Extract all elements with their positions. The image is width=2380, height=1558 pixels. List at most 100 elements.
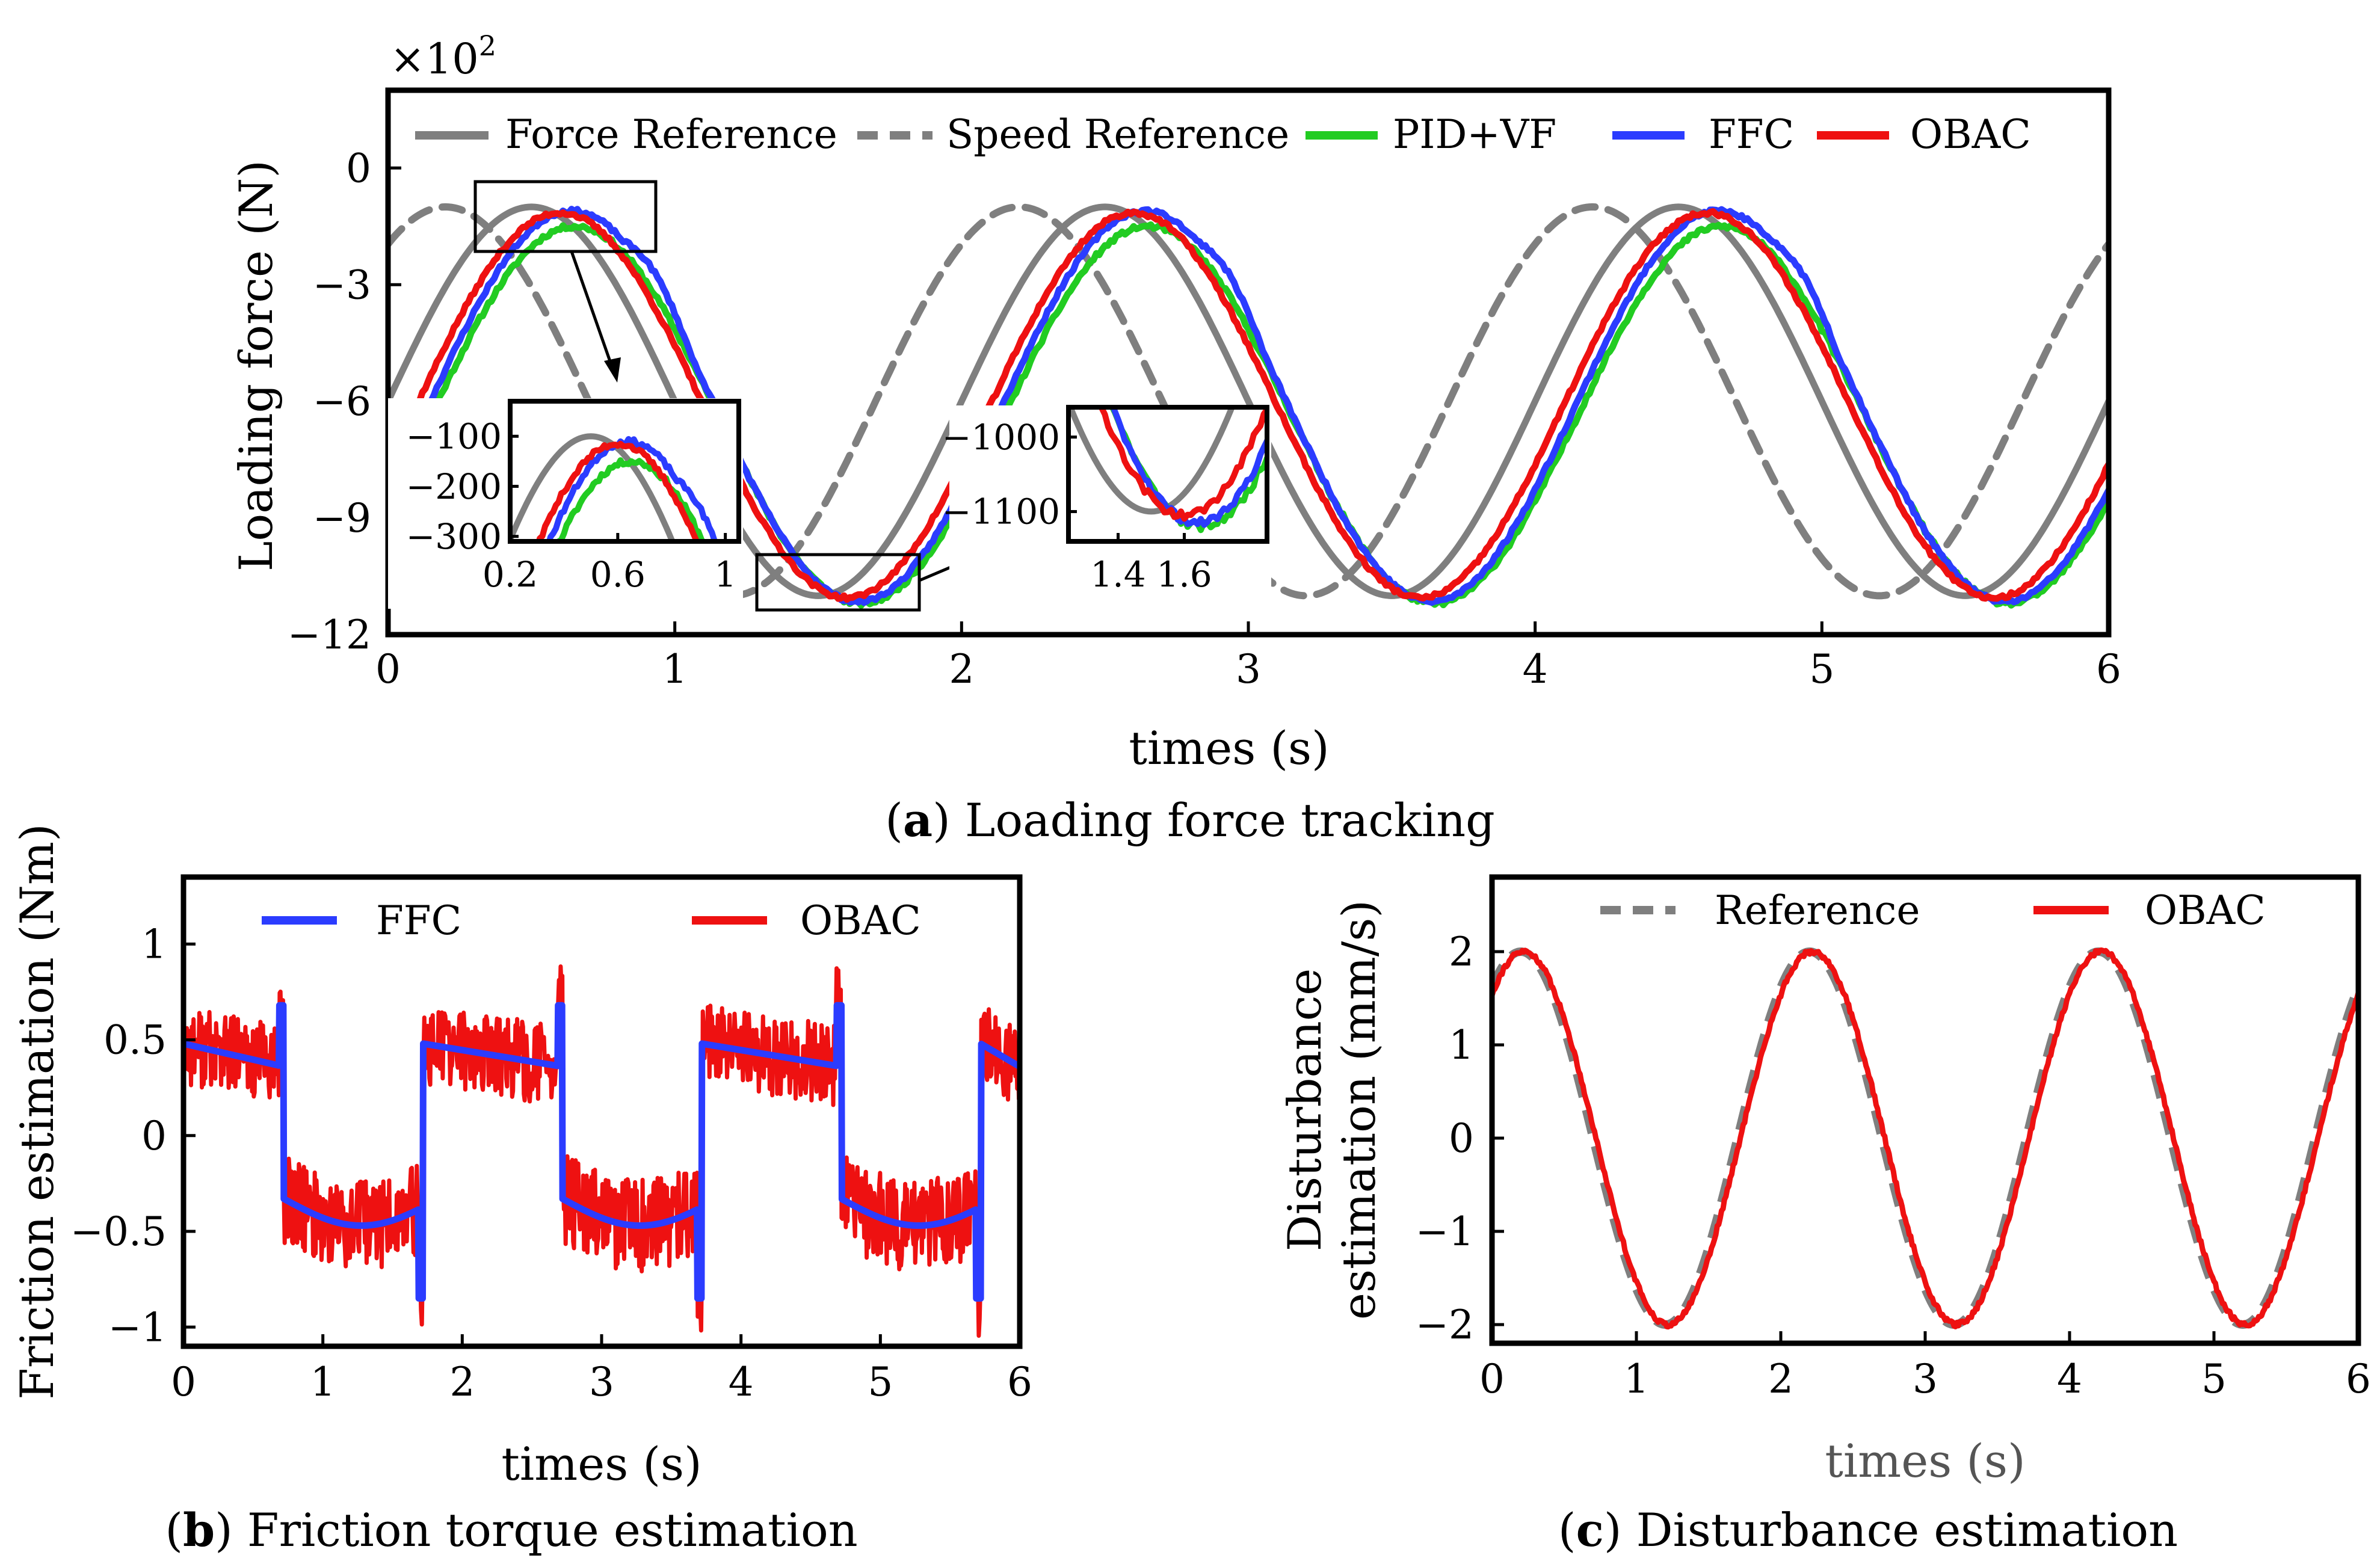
panel-a-xlabel: times (s) — [1129, 721, 1329, 775]
series-b-ffc — [183, 1002, 1020, 1302]
panel-b-xlabel: times (s) — [501, 1437, 701, 1491]
panel-b-ytick-label: 0.5 — [103, 1017, 167, 1064]
panel-c-ylabel-line1: Disturbance — [1278, 968, 1331, 1252]
panel-c-ytick-label: 2 — [1449, 929, 1474, 975]
panel-a-ytick-label: −12 — [288, 612, 371, 658]
panel-c-xtick-label: 6 — [2346, 1356, 2371, 1402]
zoom-arrow-peak-head — [604, 357, 621, 383]
inset-peak-ytick-label: −300 — [406, 516, 502, 557]
zoom-box-peak — [473, 180, 658, 253]
panel-c-xtick-label: 5 — [2201, 1356, 2227, 1402]
panel-b-xtick-label: 4 — [729, 1359, 754, 1405]
legend-a-force-ref-label: Force Reference — [505, 111, 837, 158]
panel-c-ytick-label: −2 — [1416, 1302, 1474, 1348]
panel-a-caption: (a) Loading force tracking — [885, 793, 1495, 847]
panel-a-xtick-label: 3 — [1236, 646, 1261, 692]
panel-c-xtick-label: 3 — [1913, 1356, 1938, 1402]
panel-c-xtick-label: 4 — [2057, 1356, 2082, 1402]
legend-b-ffc-label: FFC — [376, 898, 461, 944]
panel-a-xtick-label: 2 — [949, 646, 974, 692]
series-c-obac — [1492, 947, 2358, 1330]
legend-b-obac-label: OBAC — [800, 898, 921, 944]
zoom-box-trough — [755, 553, 921, 612]
inset-peak-pid-vf — [555, 457, 706, 541]
panel-a-ytick-label: −9 — [313, 495, 371, 541]
panel-b-ylabel: Friction estimation (Nm) — [10, 824, 64, 1399]
inset-trough-frame — [1066, 405, 1269, 544]
panel-b-frame — [180, 874, 1023, 1349]
inset-peak-xtick-label: 0.2 — [482, 554, 538, 595]
inset-peak-force-reference — [510, 433, 676, 541]
panel-c-xtick-label: 2 — [1768, 1356, 1793, 1402]
panel-b-xtick-label: 5 — [868, 1359, 893, 1405]
panel-c-ticks: 0 1 2 3 4 5 6 2 1 0 −1 −2 — [1416, 929, 2371, 1402]
zoom-arrow-peak — [570, 251, 614, 369]
panel-b-caption: (b) Friction torque estimation — [165, 1503, 857, 1557]
series-a-ffc — [388, 206, 2109, 606]
panel-b-ytick-label: 0 — [141, 1113, 167, 1159]
panel-a-ticks: 0 1 2 3 4 5 6 0 −3 −6 −9 −12 — [288, 145, 2121, 692]
inset-peak-series — [510, 433, 718, 541]
series-b-obac — [183, 964, 1020, 1338]
panel-a-exponent: ×102 — [390, 29, 496, 84]
legend-a-pid-label: PID+VF — [1393, 111, 1556, 158]
panel-a-xtick-label: 0 — [375, 646, 401, 692]
inset-trough-ffc — [1110, 407, 1267, 528]
series-a-pid-vf — [388, 221, 2109, 609]
inset-peak-ytick-label: −200 — [406, 466, 502, 507]
inset-trough-ytick-label: −1100 — [942, 491, 1060, 532]
panel-b-ytick-label: 1 — [141, 922, 167, 968]
panel-b-ticks: 0 1 2 3 4 5 6 1 0.5 0 −0.5 −1 — [70, 922, 1032, 1405]
panel-b-xtick-label: 3 — [589, 1359, 614, 1405]
panel-a-ytick-label: −3 — [313, 262, 371, 308]
panel-c-ytick-label: 0 — [1449, 1115, 1474, 1162]
panel-a: 0 1 2 3 4 5 6 0 −3 −6 −9 −12 ×102 Loading force (N)… — [229, 29, 2121, 847]
panel-a-ytick-label: 0 — [346, 145, 371, 191]
series-c-reference — [1492, 947, 2358, 1329]
panel-c-xlabel: times (s) — [1825, 1434, 2025, 1488]
panel-a-legend: Force Reference Speed Reference PID+VF F… — [415, 111, 2031, 158]
panel-b-ytick-label: −0.5 — [70, 1209, 167, 1255]
series-a-obac — [388, 208, 2109, 603]
panel-b-legend: FFC OBAC — [262, 898, 921, 944]
legend-a-ffc-label: FFC — [1709, 111, 1794, 158]
panel-c-ytick-label: 1 — [1449, 1022, 1474, 1068]
inset-trough-ytick-label: −1000 — [942, 417, 1060, 458]
inset-trough: 1.4 1.6 −1000 −1100 — [942, 405, 1271, 610]
panel-c-caption: (c) Disturbance estimation — [1558, 1503, 2178, 1557]
inset-peak-ytick-label: −100 — [406, 416, 502, 457]
panel-c-ytick-label: −1 — [1416, 1209, 1474, 1255]
panel-b-ytick-label: −1 — [108, 1304, 167, 1350]
inset-peak-ticks: 0.2 0.6 1 −100 −200 −300 — [406, 416, 736, 595]
inset-trough-obac — [1098, 407, 1267, 522]
panel-b-xtick-label: 2 — [449, 1359, 475, 1405]
panel-c: 0 1 2 3 4 5 6 2 1 0 −1 −2 Disturbance estimation (m… — [1278, 874, 2371, 1557]
panel-b-series — [183, 964, 1020, 1338]
panel-a-xtick-label: 4 — [1523, 646, 1548, 692]
legend-a-obac-label: OBAC — [1910, 111, 2031, 158]
legend-a-speed-ref-label: Speed Reference — [946, 111, 1289, 158]
legend-c-ref-label: Reference — [1715, 887, 1920, 934]
panel-a-ylabel: Loading force (N) — [229, 160, 283, 571]
inset-peak-frame — [508, 399, 741, 544]
panel-c-series — [1492, 947, 2358, 1330]
panel-b-xtick-label: 0 — [171, 1359, 196, 1405]
inset-trough-xtick-label: 1.6 — [1156, 554, 1212, 595]
panel-c-xtick-label: 1 — [1624, 1356, 1649, 1402]
inset-peak: 0.2 0.6 1 −100 −200 −300 — [388, 398, 743, 609]
panel-b-xtick-label: 1 — [310, 1359, 336, 1405]
legend-c-obac-label: OBAC — [2145, 887, 2266, 934]
panel-a-xtick-label: 5 — [1809, 646, 1834, 692]
inset-peak-obac — [535, 440, 700, 541]
inset-trough-series — [1068, 407, 1267, 534]
panel-b-xtick-label: 6 — [1007, 1359, 1032, 1405]
inset-trough-ticks: 1.4 1.6 −1000 −1100 — [942, 417, 1212, 595]
panel-c-ylabel-line2: estimation (mm/s) — [1332, 900, 1386, 1320]
panel-b: 0 1 2 3 4 5 6 1 0.5 0 −0.5 −1 Friction estimation (… — [10, 824, 1032, 1557]
inset-trough-xtick-label: 1.4 — [1090, 554, 1145, 595]
panel-a-xtick-label: 6 — [2096, 646, 2121, 692]
panel-c-xtick-label: 0 — [1479, 1356, 1505, 1402]
inset-peak-xtick-label: 0.6 — [590, 554, 646, 595]
panel-a-ytick-label: −6 — [313, 378, 371, 425]
